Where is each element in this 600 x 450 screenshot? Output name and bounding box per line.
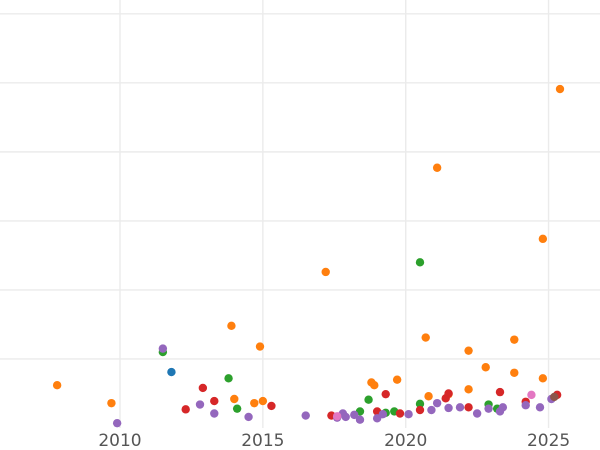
data-point-purple [427,405,436,415]
data-point-orange [510,335,519,344]
data-point-orange [255,342,265,351]
data-point-green [232,404,242,413]
data-point-blue [167,367,176,377]
data-point-purple [355,415,365,424]
data-point-red [444,389,453,398]
data-point-orange [250,398,259,408]
data-point-orange [538,374,548,383]
data-point-purple [535,403,545,412]
data-point-red [381,389,390,399]
data-point-green [224,374,233,383]
data-point-purple [158,344,168,353]
data-point-orange [227,321,236,331]
data-point-red [464,403,473,412]
data-point-red [415,405,425,415]
data-point-orange [464,385,473,394]
data-point-red [395,409,405,418]
data-point-orange [107,398,116,408]
data-point-purple [521,401,530,410]
data-point-purple [432,398,442,408]
data-point-purple [444,403,453,413]
data-point-orange [432,163,442,172]
data-point-purple [455,403,465,412]
data-point-orange [392,375,402,384]
data-point-brown [550,392,559,402]
data-point-purple [350,410,359,420]
data-point-purple [195,400,205,409]
data-point-purple [244,412,253,422]
data-point-purple [301,411,310,420]
data-point-orange [424,392,433,401]
data-point-orange [52,381,62,390]
data-point-orange [321,267,330,277]
data-point-red [210,396,219,406]
data-point-orange [538,234,548,244]
data-point-purple [484,404,493,413]
x-tick-label: 2020 [384,431,427,450]
x-tick-label: 2015 [241,431,284,450]
data-point-orange [481,363,490,372]
data-point-orange [464,346,473,355]
data-point-purple [112,418,122,428]
data-point-orange [555,84,565,94]
data-point-pink [332,412,342,421]
data-point-green [415,399,425,409]
data-point-orange [370,381,379,390]
data-point-orange [258,396,268,406]
data-point-purple [404,409,413,419]
x-axis-tick-labels: 2010 2015 2020 2025 [98,431,570,450]
data-point-orange [510,368,519,377]
data-point-pink [527,390,536,400]
data-point-red [267,401,276,411]
data-point-purple [210,409,219,418]
data-points [52,84,565,428]
data-point-green [364,395,373,404]
data-point-red [181,405,190,414]
data-point-orange [230,394,239,404]
data-point-orange [421,333,430,342]
data-point-green [415,258,425,267]
data-point-red [198,383,208,393]
data-point-red [495,387,505,397]
data-point-purple [498,403,508,412]
data-point-purple [378,409,388,419]
gridlines [0,0,600,428]
data-point-purple [472,409,482,418]
x-tick-label: 2010 [98,431,141,450]
x-tick-label: 2025 [527,431,570,450]
